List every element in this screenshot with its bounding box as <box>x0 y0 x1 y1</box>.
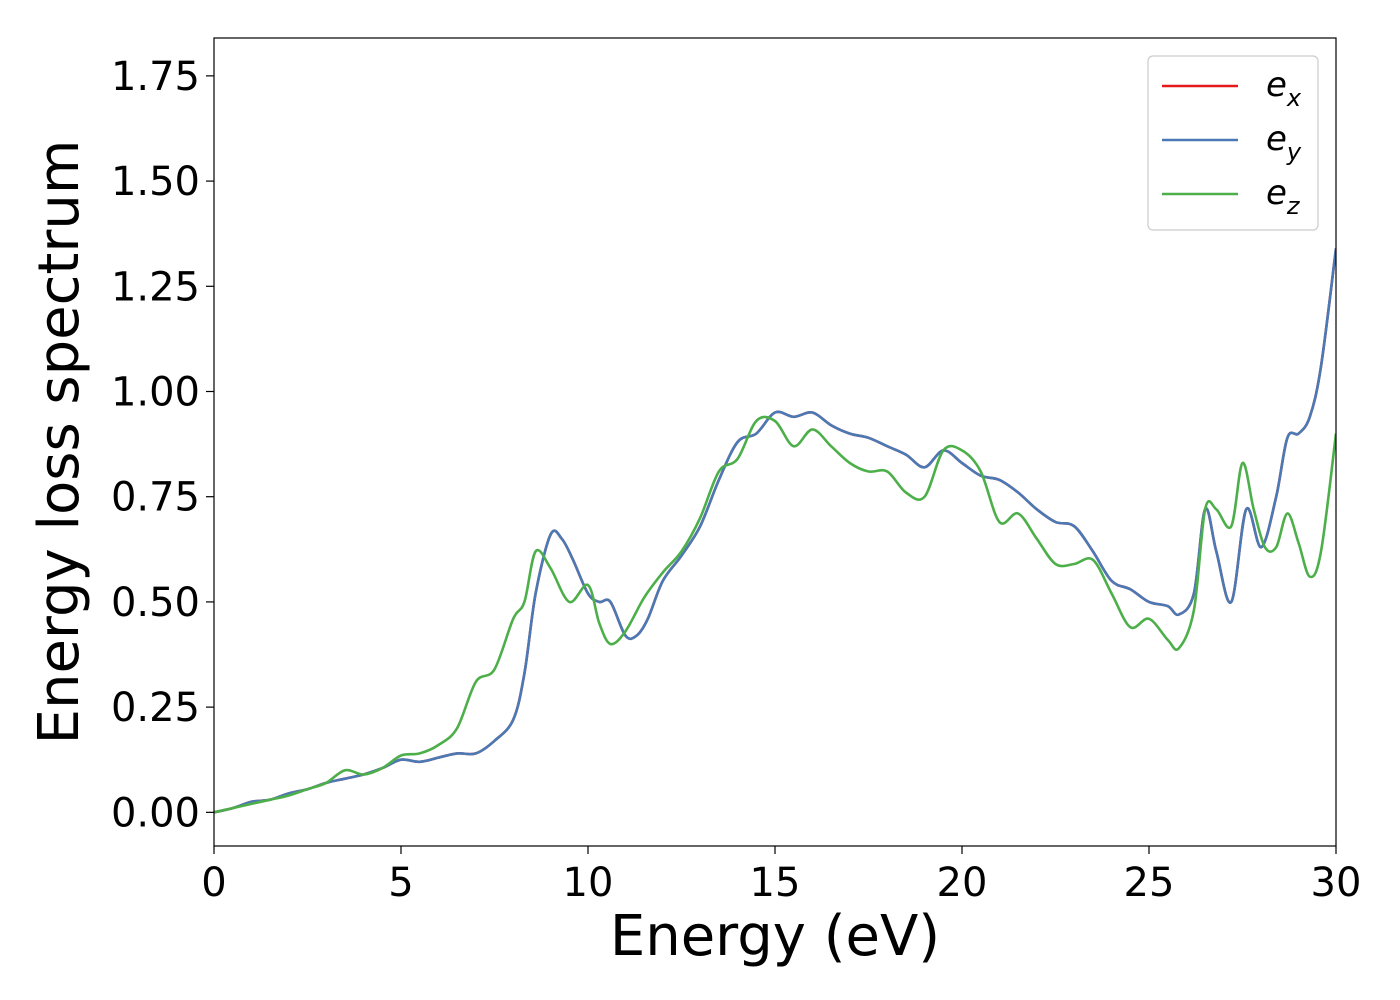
x-tick-label: 5 <box>388 860 413 906</box>
legend-label-y: ey <box>1266 119 1302 166</box>
x-tick-label: 20 <box>937 860 988 906</box>
series-line-y <box>214 248 1336 814</box>
x-axis-ticks: 0 5 10 15 20 25 30 <box>201 846 1361 906</box>
series-line-z <box>214 415 1336 814</box>
y-tick-label: 0.75 <box>111 475 200 521</box>
series-lines <box>214 248 1336 814</box>
x-tick-label: 10 <box>563 860 614 906</box>
y-axis-label: Energy loss spectrum <box>27 140 92 745</box>
x-tick-label: 15 <box>750 860 801 906</box>
y-tick-label: 0.25 <box>111 685 200 731</box>
x-tick-label: 0 <box>201 860 226 906</box>
x-axis-label: Energy (eV) <box>610 904 940 969</box>
legend-label-z: ez <box>1266 173 1301 220</box>
y-tick-label: 1.75 <box>111 54 200 100</box>
series-line-x <box>214 248 1336 814</box>
x-tick-label: 25 <box>1124 860 1175 906</box>
y-tick-label: 1.50 <box>111 159 200 205</box>
y-tick-label: 1.25 <box>111 264 200 310</box>
legend: ex ey ez <box>1147 55 1319 231</box>
y-tick-label: 1.00 <box>111 370 200 416</box>
y-tick-label: 0.50 <box>111 580 200 626</box>
x-tick-label: 30 <box>1311 860 1362 906</box>
y-axis-ticks: 0.00 0.25 0.50 0.75 1.00 1.25 1.50 1.75 <box>111 54 214 836</box>
legend-label-x: ex <box>1266 65 1302 112</box>
y-tick-label: 0.00 <box>111 790 200 836</box>
legend-box <box>1147 55 1319 231</box>
